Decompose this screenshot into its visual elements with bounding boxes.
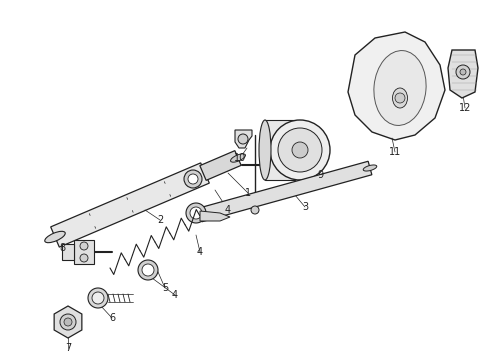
- Circle shape: [456, 65, 470, 79]
- Text: 7: 7: [65, 343, 71, 353]
- Circle shape: [188, 174, 198, 184]
- Circle shape: [184, 170, 202, 188]
- Circle shape: [92, 292, 104, 304]
- Ellipse shape: [45, 231, 65, 243]
- Text: 10: 10: [234, 153, 246, 163]
- Text: 4: 4: [197, 247, 203, 257]
- Ellipse shape: [259, 120, 271, 180]
- Circle shape: [395, 93, 405, 103]
- Polygon shape: [62, 244, 74, 260]
- Circle shape: [186, 203, 206, 223]
- Text: 3: 3: [302, 202, 308, 212]
- Ellipse shape: [392, 88, 408, 108]
- Polygon shape: [198, 161, 372, 222]
- Text: 6: 6: [109, 313, 115, 323]
- Circle shape: [292, 142, 308, 158]
- Ellipse shape: [231, 154, 245, 162]
- Text: 4: 4: [225, 205, 231, 215]
- Polygon shape: [54, 306, 82, 338]
- Circle shape: [270, 120, 330, 180]
- Polygon shape: [265, 120, 295, 180]
- Circle shape: [80, 254, 88, 262]
- Circle shape: [142, 264, 154, 276]
- Text: 8: 8: [59, 243, 65, 253]
- Polygon shape: [200, 150, 241, 180]
- Circle shape: [88, 288, 108, 308]
- Circle shape: [460, 69, 466, 75]
- Polygon shape: [235, 130, 252, 148]
- Circle shape: [238, 134, 248, 144]
- Circle shape: [251, 206, 259, 214]
- Polygon shape: [50, 163, 209, 247]
- Text: 1: 1: [245, 188, 251, 198]
- Circle shape: [60, 314, 76, 330]
- Text: 11: 11: [389, 147, 401, 157]
- Circle shape: [138, 260, 158, 280]
- Polygon shape: [348, 32, 445, 140]
- Polygon shape: [74, 240, 94, 264]
- Polygon shape: [200, 211, 230, 221]
- Circle shape: [80, 242, 88, 250]
- Ellipse shape: [374, 50, 426, 125]
- Circle shape: [190, 207, 202, 219]
- Text: 5: 5: [162, 283, 168, 293]
- Circle shape: [278, 128, 322, 172]
- Circle shape: [64, 318, 72, 326]
- Text: 12: 12: [459, 103, 471, 113]
- Text: 9: 9: [317, 170, 323, 180]
- Polygon shape: [448, 50, 478, 98]
- Ellipse shape: [363, 165, 377, 171]
- Text: 2: 2: [157, 215, 163, 225]
- Text: 4: 4: [172, 290, 178, 300]
